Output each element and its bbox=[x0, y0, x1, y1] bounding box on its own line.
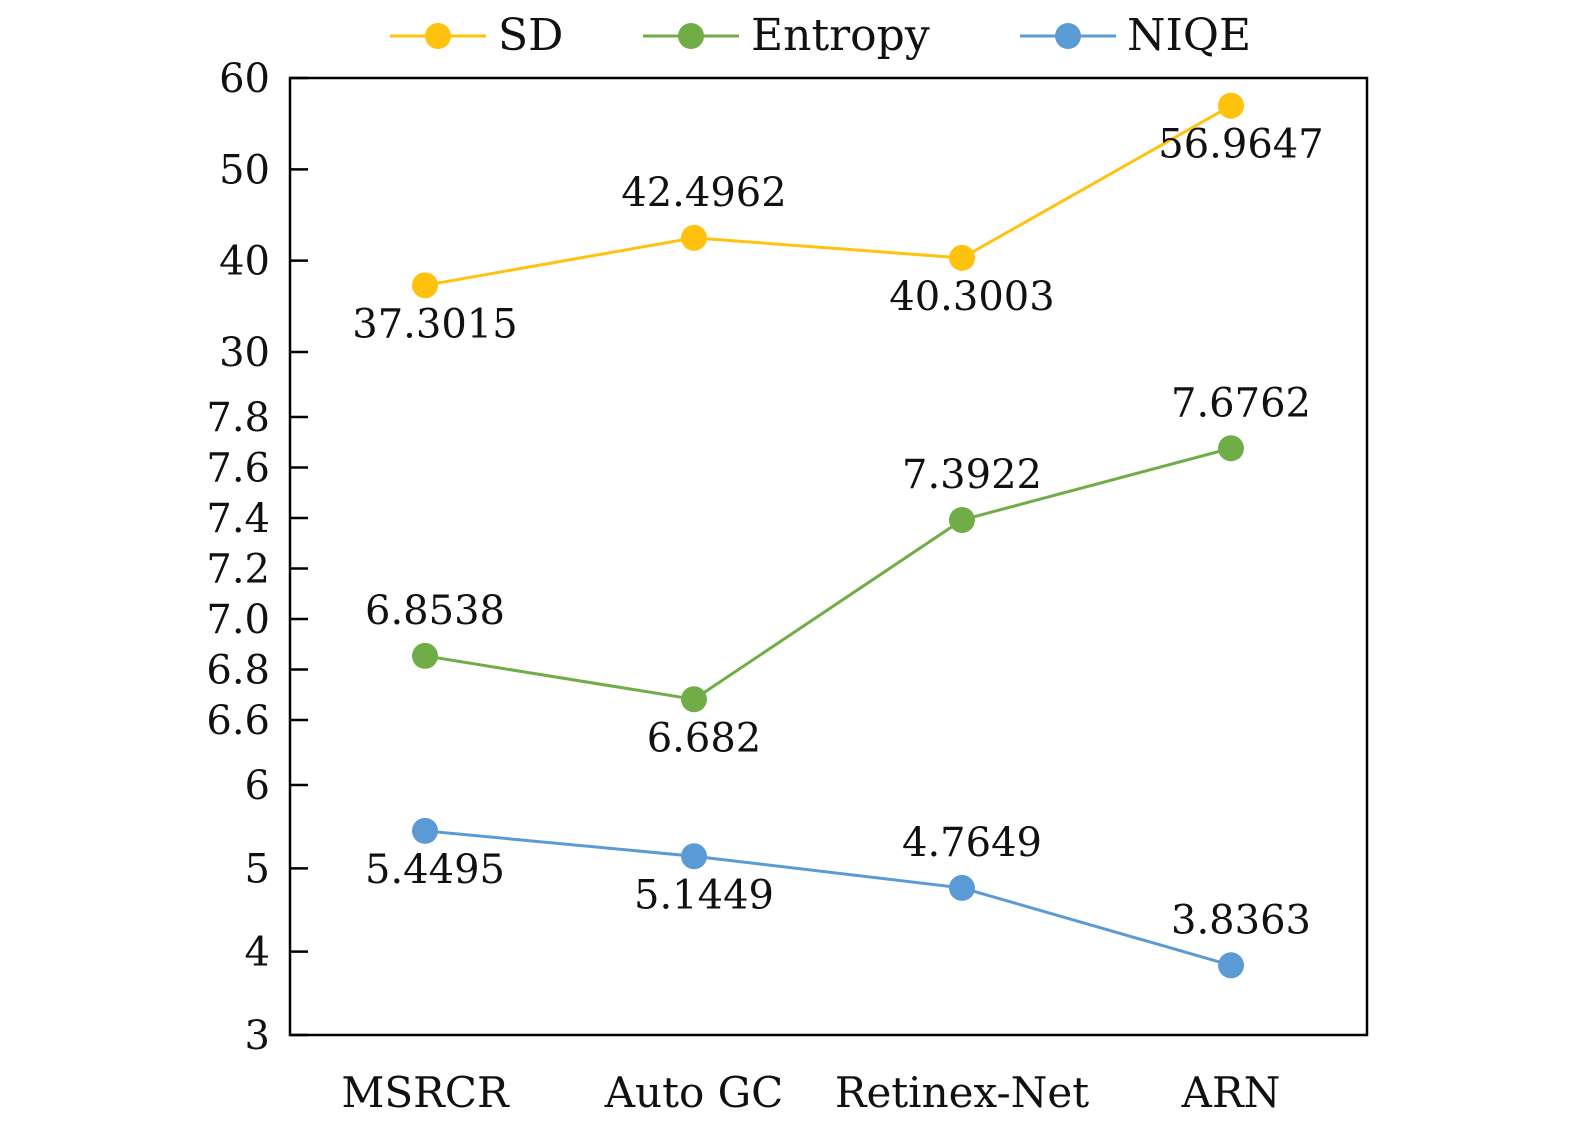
y-tick-label: 40 bbox=[219, 239, 270, 285]
legend-label: SD bbox=[498, 10, 563, 61]
legend-marker bbox=[425, 23, 451, 49]
series-entropy: 6.8538 6.682 7.3922 7.6762 bbox=[365, 380, 1311, 761]
data-point bbox=[949, 874, 975, 901]
series-line bbox=[424, 104, 1232, 287]
y-tick-label: 7.8 bbox=[206, 395, 270, 441]
series-layer: 37.3015 42.4962 40.3003 56.9647 6.8538 6.682 7… bbox=[352, 92, 1324, 979]
y-tick-label: 50 bbox=[219, 147, 270, 193]
y-axis: 3 4 5 6 6.66.8 7.07.2 7.47.6 7.8 30 40 50 60 bbox=[206, 56, 308, 1059]
legend: SD Entropy NIQE bbox=[390, 10, 1251, 61]
data-label: 56.9647 bbox=[1158, 122, 1323, 168]
data-point bbox=[412, 642, 438, 669]
y-tick-label: 30 bbox=[219, 330, 270, 376]
series-line bbox=[424, 446, 1232, 701]
legend-item-niqe: NIQE bbox=[1020, 10, 1251, 61]
data-label: 7.3922 bbox=[902, 452, 1042, 498]
y-tick-label: 7.4 bbox=[206, 496, 270, 542]
data-label: 37.3015 bbox=[352, 301, 517, 347]
y-tick-label: 7.0 bbox=[206, 597, 270, 643]
x-category-label: ARN bbox=[1181, 1068, 1281, 1117]
y-tick-label: 6.8 bbox=[206, 648, 270, 694]
legend-marker bbox=[678, 23, 704, 49]
data-label: 5.1449 bbox=[634, 872, 774, 918]
data-point bbox=[949, 244, 975, 271]
plot-frame bbox=[288, 76, 1369, 1037]
data-point bbox=[412, 272, 438, 299]
data-point bbox=[681, 224, 707, 251]
legend-label: NIQE bbox=[1127, 10, 1251, 61]
x-category-label: Auto GC bbox=[604, 1068, 784, 1117]
legend-item-entropy: Entropy bbox=[643, 10, 930, 61]
legend-marker bbox=[1055, 23, 1081, 49]
data-point bbox=[681, 843, 707, 870]
y-tick-label: 4 bbox=[245, 930, 270, 976]
legend-label: Entropy bbox=[751, 10, 930, 61]
x-axis: MSRCR Auto GC Retinex-Net ARN bbox=[341, 1068, 1280, 1117]
data-point bbox=[1218, 435, 1244, 462]
data-point bbox=[681, 686, 707, 713]
data-point bbox=[1218, 952, 1244, 979]
series-sd: 37.3015 42.4962 40.3003 56.9647 bbox=[352, 92, 1324, 347]
legend-item-sd: SD bbox=[390, 10, 563, 61]
y-tick-label: 5 bbox=[245, 846, 270, 892]
data-label: 6.8538 bbox=[365, 588, 505, 634]
x-category-label: Retinex-Net bbox=[835, 1068, 1089, 1117]
data-point bbox=[412, 817, 438, 844]
series-niqe: 5.4495 5.1449 4.7649 3.8363 bbox=[365, 817, 1311, 979]
data-label: 7.6762 bbox=[1171, 380, 1311, 426]
data-point bbox=[1218, 92, 1244, 119]
data-label: 4.7649 bbox=[902, 820, 1042, 866]
y-tick-label: 60 bbox=[219, 56, 270, 102]
y-tick-label: 6.6 bbox=[206, 698, 270, 744]
series-line bbox=[424, 829, 1232, 967]
y-tick-label: 6 bbox=[245, 763, 270, 809]
x-category-label: MSRCR bbox=[341, 1068, 510, 1117]
data-label: 40.3003 bbox=[889, 274, 1054, 320]
data-label: 3.8363 bbox=[1171, 897, 1311, 943]
data-label: 42.4962 bbox=[621, 170, 786, 216]
data-label: 5.4495 bbox=[365, 847, 505, 893]
data-point bbox=[949, 506, 975, 533]
y-tick-label: 7.6 bbox=[206, 446, 270, 492]
data-label: 6.682 bbox=[647, 715, 762, 761]
y-tick-label: 3 bbox=[245, 1013, 270, 1059]
y-tick-label: 7.2 bbox=[206, 547, 270, 593]
